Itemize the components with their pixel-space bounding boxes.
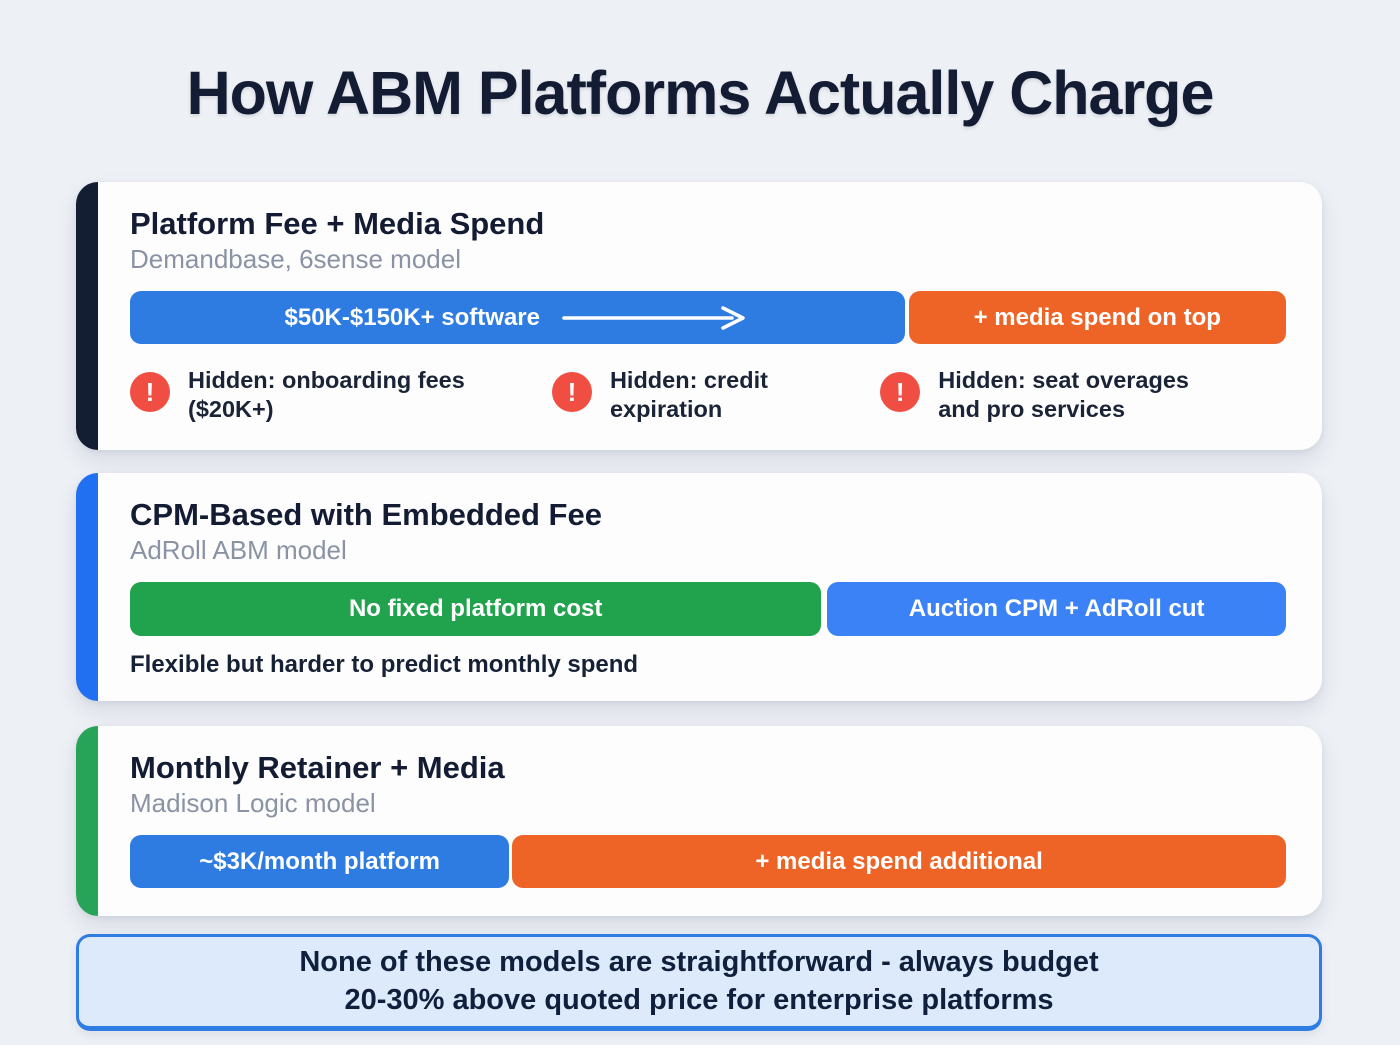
card-title: CPM-Based with Embedded Fee [130, 497, 602, 532]
hidden-fee-item: ! Hidden: credit expiration [551, 366, 880, 423]
card-title: Monthly Retainer + Media [130, 750, 505, 785]
pricing-bar-row: No fixed platform cost Auction CPM + AdR… [130, 582, 1286, 637]
pricing-bar-row: ~$3K/month platform + media spend additi… [130, 835, 1286, 889]
platform-retainer-bar: ~$3K/month platform [130, 835, 510, 889]
callout-line-1: None of these models are straightforward… [299, 945, 1099, 978]
no-fixed-cost-label: No fixed platform cost [348, 595, 603, 623]
auction-cpm-bar: Auction CPM + AdRoll cut [827, 582, 1286, 637]
auction-cpm-label: Auction CPM + AdRoll cut [908, 595, 1205, 623]
media-spend-bar: + media spend on top [908, 291, 1286, 345]
platform-retainer-label: ~$3K/month platform [199, 847, 440, 875]
media-additional-bar: + media spend additional [512, 835, 1286, 889]
hidden-fees-row: ! Hidden: onboarding fees ($20K+) ! Hidd… [130, 366, 1286, 423]
hidden-fee-label: Hidden: onboarding fees ($20K+) [188, 367, 465, 423]
budget-warning-callout: None of these models are straightforward… [76, 934, 1322, 1031]
card-monthly-retainer-media: Monthly Retainer + Media Madison Logic m… [76, 726, 1322, 916]
card-cpm-based-embedded-fee: CPM-Based with Embedded Fee AdRoll ABM m… [76, 473, 1322, 701]
software-cost-label: $50K-$150K+ software [284, 303, 540, 331]
no-fixed-cost-bar: No fixed platform cost [130, 582, 822, 637]
software-cost-bar: $50K-$150K+ software [130, 291, 905, 345]
card-content: Platform Fee + Media Spend Demandbase, 6… [98, 182, 1322, 450]
arrow-right-icon [562, 306, 745, 330]
alert-icon: ! [130, 372, 170, 413]
card-subtitle: Madison Logic model [130, 788, 376, 819]
page-title: How ABM Platforms Actually Charge [186, 59, 1215, 127]
card-accent-stripe [76, 182, 98, 450]
media-additional-label: + media spend additional [755, 847, 1043, 875]
hidden-fee-label: Hidden: credit expiration [609, 367, 768, 423]
card-accent-stripe [76, 726, 98, 916]
card-platform-fee-media-spend: Platform Fee + Media Spend Demandbase, 6… [76, 182, 1322, 450]
card-content: CPM-Based with Embedded Fee AdRoll ABM m… [98, 473, 1322, 701]
alert-icon: ! [880, 372, 921, 413]
hidden-fee-label: Hidden: seat overages and pro services [938, 367, 1189, 423]
hidden-fee-item: ! Hidden: seat overages and pro services [880, 366, 1286, 423]
card-subtitle: Demandbase, 6sense model [130, 244, 461, 275]
callout-line-2: 20-30% above quoted price for enterprise… [344, 983, 1054, 1016]
hidden-fee-item: ! Hidden: onboarding fees ($20K+) [130, 366, 552, 423]
alert-icon: ! [551, 372, 592, 413]
card-title: Platform Fee + Media Spend [130, 206, 545, 241]
card-note: Flexible but harder to predict monthly s… [130, 651, 639, 679]
card-content: Monthly Retainer + Media Madison Logic m… [98, 726, 1322, 916]
pricing-bar-row: $50K-$150K+ software + media spend on to… [130, 291, 1286, 345]
card-accent-stripe [76, 473, 98, 701]
media-spend-label: + media spend on top [973, 303, 1221, 331]
card-subtitle: AdRoll ABM model [130, 535, 347, 566]
